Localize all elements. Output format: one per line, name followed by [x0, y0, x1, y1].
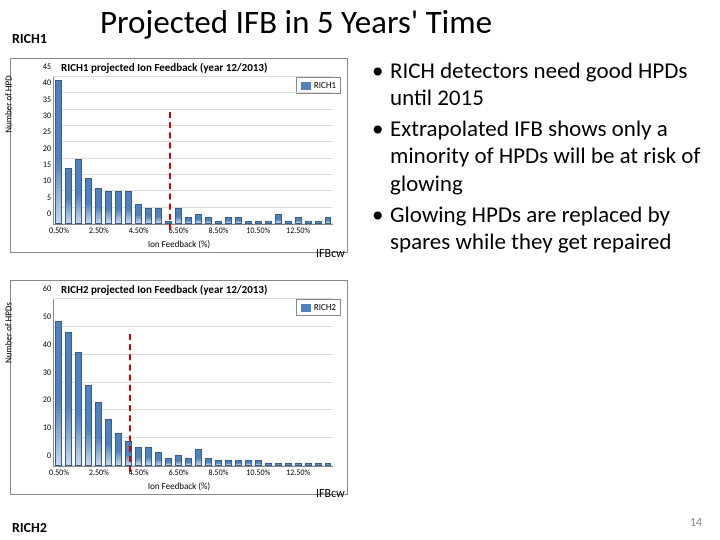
bar [65, 168, 72, 224]
ifbcw-label-2: IFBcw [316, 487, 345, 501]
bar [155, 208, 162, 224]
bar [85, 385, 92, 466]
bar [195, 214, 202, 224]
bar [95, 188, 102, 224]
bar [55, 321, 62, 466]
label-rich2: RICH2 [12, 519, 47, 536]
bar [115, 191, 122, 224]
bar [325, 217, 332, 224]
bar [185, 458, 192, 466]
chart1-ylabel: Number of HPD [4, 75, 15, 132]
bar [85, 178, 92, 224]
bullet-item: Extrapolated IFB shows only a minority o… [370, 116, 710, 197]
bar [165, 458, 172, 466]
chart2-ylabel: Number of HPDs [4, 302, 15, 363]
bullet-list: RICH detectors need good HPDs until 2015… [370, 58, 710, 260]
ifbcw-label-1: IFBcw [316, 247, 345, 261]
bar [145, 447, 152, 466]
bar [315, 463, 322, 466]
bar [195, 449, 202, 466]
bar [275, 463, 282, 466]
bullet-item: Glowing HPDs are replaced by spares whil… [370, 202, 710, 256]
bar [235, 460, 242, 466]
chart2-plot: 01020304050600.50%2.50%4.50%6.50%8.50%10… [53, 299, 333, 467]
bar [135, 204, 142, 224]
bar [65, 332, 72, 466]
chart1-plot: 0510152025303540450.50%2.50%4.50%6.50%8.… [53, 77, 333, 225]
bar [115, 433, 122, 466]
chart-rich2: RICH2 projected Ion Feedback (year 12/20… [10, 280, 348, 495]
slide-title: Projected IFB in 5 Years' Time [100, 2, 492, 42]
bar [105, 419, 112, 466]
bar [95, 402, 102, 466]
bar [175, 455, 182, 466]
bar [55, 80, 62, 224]
bar [105, 191, 112, 224]
bar [145, 208, 152, 224]
bar [235, 217, 242, 224]
chart2-xlabel: Ion Feedback (%) [148, 481, 210, 492]
bar [75, 352, 82, 466]
bar [135, 447, 142, 466]
bar [175, 208, 182, 224]
chart-rich1: RICH1 projected Ion Feedback (year 12/20… [10, 58, 348, 253]
chart1-xlabel: Ion Feedback (%) [148, 239, 210, 250]
bar [315, 221, 322, 224]
page-number: 14 [690, 516, 702, 530]
bar [325, 463, 332, 466]
bullet-item: RICH detectors need good HPDs until 2015 [370, 58, 710, 112]
bar [275, 214, 282, 224]
chart2-title: RICH2 projected Ion Feedback (year 12/20… [61, 283, 267, 296]
bar [75, 159, 82, 224]
bar [125, 191, 132, 224]
chart1-title: RICH1 projected Ion Feedback (year 12/20… [61, 61, 267, 74]
bar [205, 458, 212, 466]
bar [155, 452, 162, 466]
label-rich1: RICH1 [12, 30, 47, 47]
